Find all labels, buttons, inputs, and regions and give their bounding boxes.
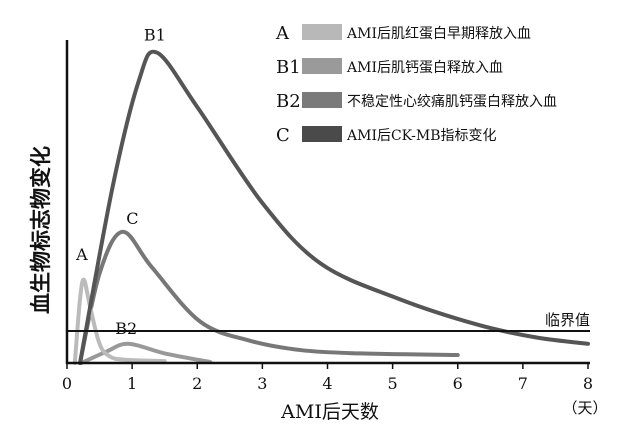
legend-label: AMI后CK-MB指标变化 [346,128,496,144]
legend-swatch [302,24,342,40]
series-label-a: A [75,245,88,264]
threshold-label: 临界值 [545,311,590,329]
legend-key: C [276,125,290,146]
legend-key: B2 [276,91,301,112]
series-label-b2: B2 [115,319,137,338]
series-line-a [72,277,167,365]
legend-label: AMI后肌红蛋白早期释放入血 [346,26,531,42]
x-tick-label: 5 [388,374,398,393]
x-ticks: 0 1 2 3 4 5 6 7 8 [62,363,593,393]
legend-item-b2: B2 不稳定性心绞痛肌钙蛋白释放入血 [276,91,557,112]
x-tick-label: 7 [518,374,528,393]
series-line-b2 [79,341,213,365]
series-label-c: C [126,209,138,228]
x-tick-label: 1 [127,374,137,393]
x-tick-label: 4 [322,374,332,393]
legend: A AMI后肌红蛋白早期释放入血 B1 AMI后肌钙蛋白释放入血 B2 不稳定性心绞痛肌钙… [275,23,557,146]
x-tick-label: 0 [62,374,72,393]
legend-swatch [302,92,342,108]
legend-label: 不稳定性心绞痛肌钙蛋白释放入血 [347,93,557,110]
x-tick-label: 6 [453,374,463,393]
x-tick-label: 8 [583,374,593,393]
series-label-b1: B1 [144,26,166,45]
legend-item-b1: B1 AMI后肌钙蛋白释放入血 [276,57,503,78]
legend-item-c: C AMI后CK-MB指标变化 [276,125,496,146]
legend-item-a: A AMI后肌红蛋白早期释放入血 [275,23,531,44]
curves [72,49,590,365]
legend-swatch [302,58,342,74]
series-line-b1 [78,49,590,365]
legend-label: AMI后肌钙蛋白释放入血 [346,60,503,76]
y-axis-label: 血生物标志物变化 [28,146,53,314]
x-axis-label: AMI后天数 [280,401,379,423]
x-unit-label: （天） [562,399,607,417]
legend-key: A [275,23,290,44]
series-line-c [78,229,460,365]
x-tick-label: 2 [192,374,202,393]
x-tick-label: 3 [257,374,267,393]
series-labels: B2 C A B1 [75,26,166,338]
legend-key: B1 [276,57,301,78]
legend-swatch [302,126,342,142]
